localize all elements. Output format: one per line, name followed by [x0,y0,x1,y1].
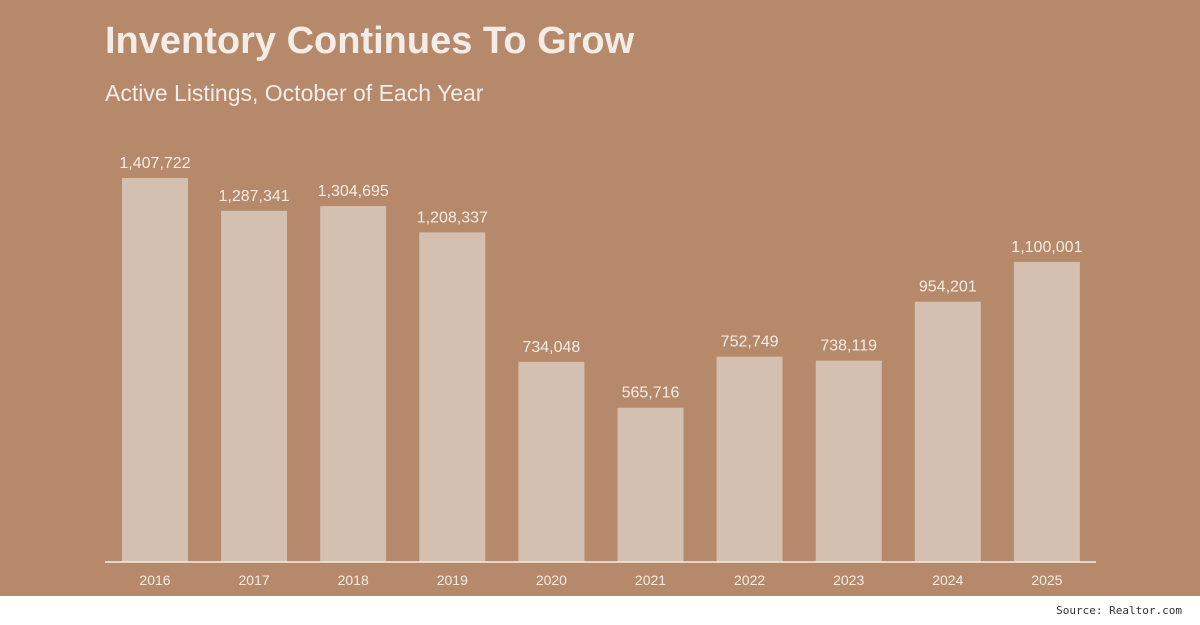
source-note: Source: Realtor.com [1056,604,1182,617]
bar-2019 [419,232,486,562]
bar-2018 [320,206,387,562]
chart-panel [0,0,1200,596]
value-label-2017: 1,287,341 [219,188,290,205]
value-label-2022: 752,749 [721,334,779,351]
value-label-2023: 738,119 [820,338,877,355]
x-tick-label-2025: 2025 [1031,572,1062,588]
x-tick-label-2021: 2021 [635,572,666,588]
value-label-2021: 565,716 [622,385,680,402]
x-tick-label-2024: 2024 [932,572,963,588]
value-label-2024: 954,201 [919,279,977,296]
value-label-2018: 1,304,695 [318,183,389,200]
value-label-2019: 1,208,337 [417,209,488,226]
bar-2021 [617,407,684,562]
chart-subtitle: Active Listings, October of Each Year [105,80,484,106]
bar-chart: 1,407,722 2016 1,287,341 2017 1,304,695 2018 1… [105,155,1096,588]
bar-2024 [914,301,981,562]
value-label-2025: 1,100,001 [1011,239,1082,256]
bar-2017 [221,210,288,563]
bar-2022 [716,356,783,562]
x-tick-label-2018: 2018 [338,572,369,588]
x-tick-label-2016: 2016 [139,572,170,588]
x-tick-label-2017: 2017 [239,572,270,588]
x-tick-label-2023: 2023 [833,572,864,588]
bar-2023 [815,360,882,562]
bar-2025 [1013,261,1080,562]
value-label-2016: 1,407,722 [119,155,190,172]
chart-title: Inventory Continues To Grow [105,20,635,62]
value-label-2020: 734,048 [522,339,580,356]
x-tick-label-2019: 2019 [437,572,468,588]
bar-2016 [122,178,188,562]
x-tick-label-2022: 2022 [734,572,765,588]
x-tick-label-2020: 2020 [536,572,567,588]
bar-2020 [518,361,585,562]
